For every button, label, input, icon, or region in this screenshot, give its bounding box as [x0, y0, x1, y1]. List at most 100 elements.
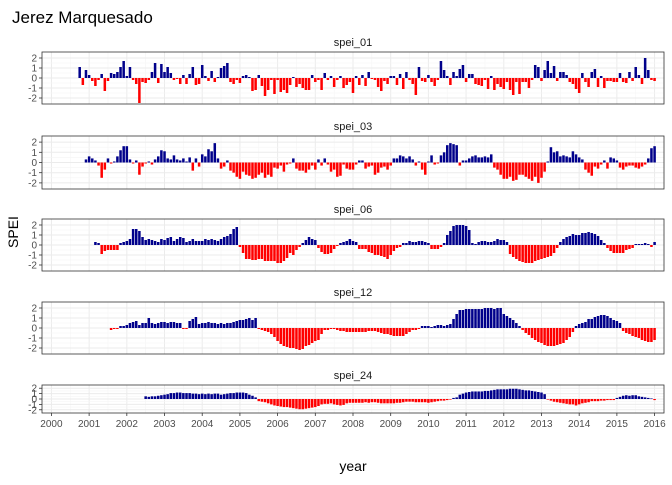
bar	[229, 162, 232, 171]
bar	[370, 399, 374, 403]
bar	[621, 328, 625, 331]
bar	[354, 162, 358, 165]
bar	[100, 245, 103, 254]
bar	[150, 162, 154, 165]
bar	[464, 226, 468, 245]
bar	[370, 245, 374, 253]
bar	[260, 399, 264, 402]
bar	[521, 162, 524, 175]
strip-label: spei_03	[334, 121, 373, 133]
bar	[361, 160, 364, 163]
bar	[565, 237, 568, 245]
bar	[621, 78, 625, 82]
bar	[323, 245, 326, 254]
bar	[618, 396, 622, 399]
bar	[647, 328, 650, 342]
bar	[364, 399, 367, 403]
bar	[398, 245, 402, 247]
bar	[248, 318, 251, 328]
bar	[442, 399, 446, 401]
bar	[631, 162, 634, 166]
bar	[383, 78, 386, 81]
bar	[279, 245, 283, 263]
bar	[599, 162, 603, 165]
bar	[329, 328, 333, 329]
bar	[169, 322, 173, 328]
bar	[496, 162, 499, 170]
bar	[251, 245, 254, 260]
bar	[555, 78, 559, 81]
bar	[194, 78, 198, 85]
bar	[552, 245, 556, 253]
bar	[524, 245, 528, 263]
bar	[398, 399, 402, 403]
bar	[185, 242, 188, 245]
y-tick-label: 2	[31, 304, 37, 315]
bar	[87, 156, 91, 163]
bar	[351, 399, 355, 403]
bar	[116, 245, 119, 250]
bar	[543, 328, 546, 345]
bar	[182, 328, 185, 329]
bar	[270, 162, 273, 177]
bar	[128, 323, 132, 328]
bar	[307, 237, 311, 245]
bar	[163, 240, 166, 245]
bar	[191, 319, 195, 328]
bar	[307, 328, 311, 345]
bar	[175, 239, 179, 245]
bar	[521, 328, 524, 330]
bar	[486, 308, 490, 328]
bar	[577, 324, 581, 328]
bar	[251, 78, 254, 91]
bar	[213, 323, 217, 328]
bar	[574, 399, 578, 406]
bar	[100, 74, 103, 78]
x-tick-label: 2009	[380, 419, 403, 430]
bar	[332, 162, 336, 170]
bar	[131, 229, 135, 245]
bar	[348, 328, 352, 332]
bar	[373, 162, 377, 175]
bar	[612, 158, 615, 163]
bar	[103, 78, 107, 91]
bar	[612, 399, 615, 401]
bar	[361, 399, 364, 403]
bar	[336, 162, 339, 177]
bar	[263, 399, 267, 403]
bar	[593, 317, 597, 328]
bar	[207, 393, 210, 399]
bar	[314, 399, 317, 408]
bar	[244, 393, 248, 399]
bar	[436, 399, 440, 402]
bar	[232, 393, 235, 399]
bar	[424, 242, 427, 245]
bar	[574, 154, 578, 163]
bar	[386, 78, 389, 84]
bar	[116, 72, 119, 78]
bar	[461, 65, 465, 78]
bar	[653, 78, 656, 81]
bar	[640, 244, 644, 245]
bar	[376, 328, 380, 332]
bar	[609, 318, 612, 328]
bar	[257, 245, 261, 259]
y-tick-label: -1	[28, 251, 37, 262]
bar	[354, 328, 358, 332]
bar	[163, 394, 166, 399]
bar	[134, 78, 138, 84]
bar	[232, 162, 235, 173]
strip-label: spei_24	[334, 370, 373, 382]
bar	[125, 325, 129, 328]
bar	[458, 394, 462, 399]
bar	[276, 328, 279, 341]
y-tick-label: 1	[31, 314, 37, 325]
bar	[150, 72, 154, 78]
y-tick-label: 0	[31, 395, 37, 406]
bar	[128, 239, 132, 245]
bar	[172, 155, 176, 163]
bar	[461, 393, 465, 399]
bar	[285, 399, 289, 408]
